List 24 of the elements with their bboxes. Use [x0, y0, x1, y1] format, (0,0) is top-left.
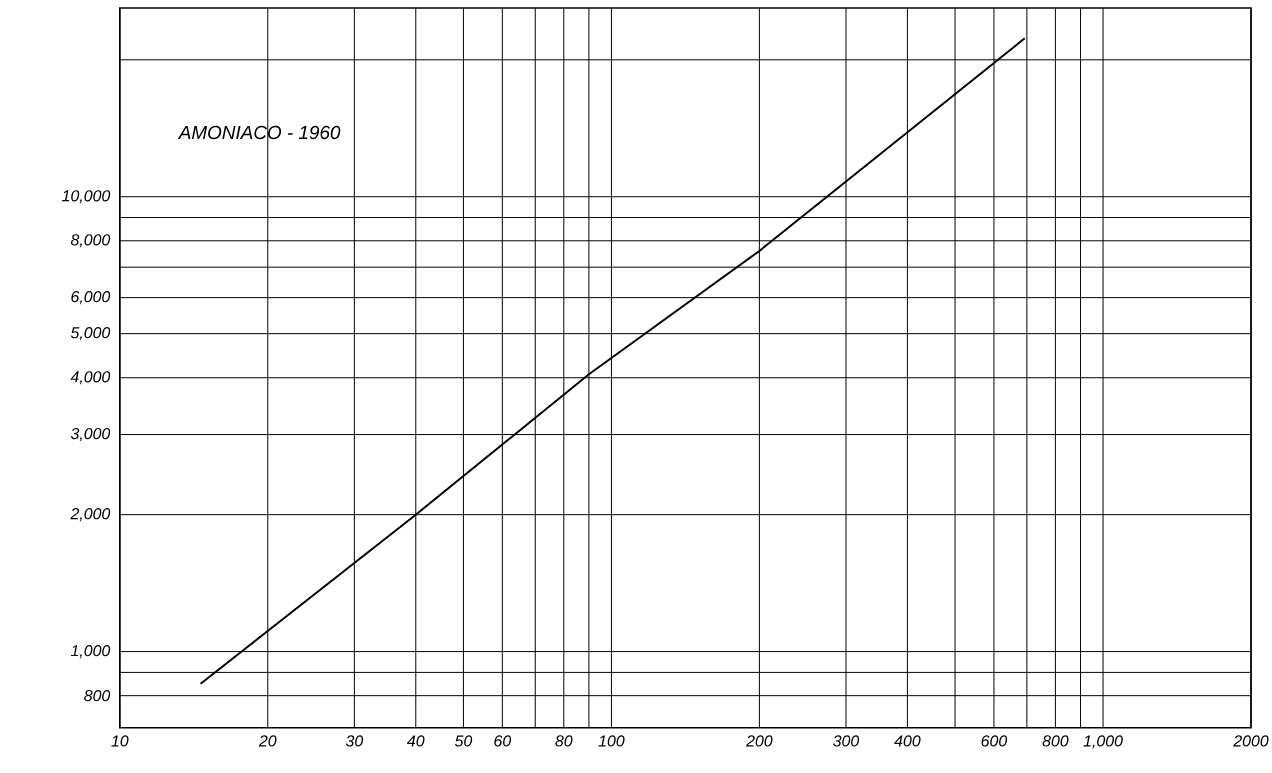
y-tick-label: 1,000: [70, 645, 111, 659]
x-tick-label: 200: [746, 735, 773, 747]
y-tick-label: 5,000: [70, 327, 111, 341]
x-tick-label: 400: [894, 735, 921, 747]
y-tick-label: 10,000: [62, 190, 111, 204]
x-tick-label: 100: [598, 735, 625, 747]
x-tick-label: 20: [258, 735, 277, 747]
x-tick-label: 300: [833, 735, 860, 747]
x-tick-label: 600: [981, 735, 1008, 747]
y-tick-label: 4,000: [70, 371, 111, 385]
x-tick-label: 40: [407, 735, 425, 747]
x-tick-label: 30: [345, 735, 364, 747]
x-tick-label: 60: [494, 735, 512, 747]
y-tick-label: 6,000: [71, 291, 111, 305]
y-tick-label: 8,000: [70, 234, 111, 248]
x-tick-label: 80: [555, 735, 573, 747]
y-tick-label: 2,000: [70, 508, 111, 522]
x-tick-label: 800: [1042, 735, 1069, 747]
x-tick-label: 1,000: [1083, 735, 1123, 749]
x-tick-label: 10: [111, 735, 129, 747]
x-tick-label: 50: [454, 735, 473, 747]
y-tick-label: 800: [84, 690, 111, 702]
y-tick-label: 3,000: [70, 428, 111, 442]
x-tick-label: 2000: [1233, 735, 1269, 747]
